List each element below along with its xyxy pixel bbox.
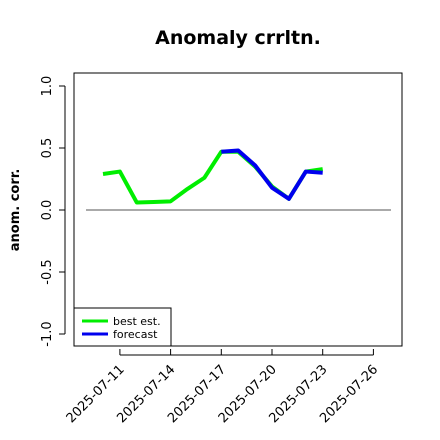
y-tick-label: -1.0 — [40, 321, 55, 346]
y-tick-label: 0.0 — [40, 200, 55, 221]
x-axis: 2025-07-112025-07-142025-07-172025-07-20… — [64, 349, 381, 426]
y-tick-label: 0.5 — [40, 138, 55, 159]
legend-label-best-est: best est. — [113, 315, 161, 328]
legend: best est. forecast — [73, 307, 172, 347]
chart-title: Anomaly crrltn. — [155, 27, 321, 49]
legend-box — [73, 307, 172, 347]
series-line-forecast — [221, 148, 323, 201]
series-layer — [102, 148, 323, 205]
y-tick-label: -0.5 — [40, 259, 55, 284]
y-tick-label: 1.0 — [40, 76, 55, 97]
y-axis-label: anom. corr. — [8, 169, 23, 252]
plot-frame — [73, 72, 403, 347]
legend-label-forecast: forecast — [113, 328, 158, 341]
y-axis: -1.0 -0.5 0.0 0.5 1.0 — [40, 76, 66, 347]
